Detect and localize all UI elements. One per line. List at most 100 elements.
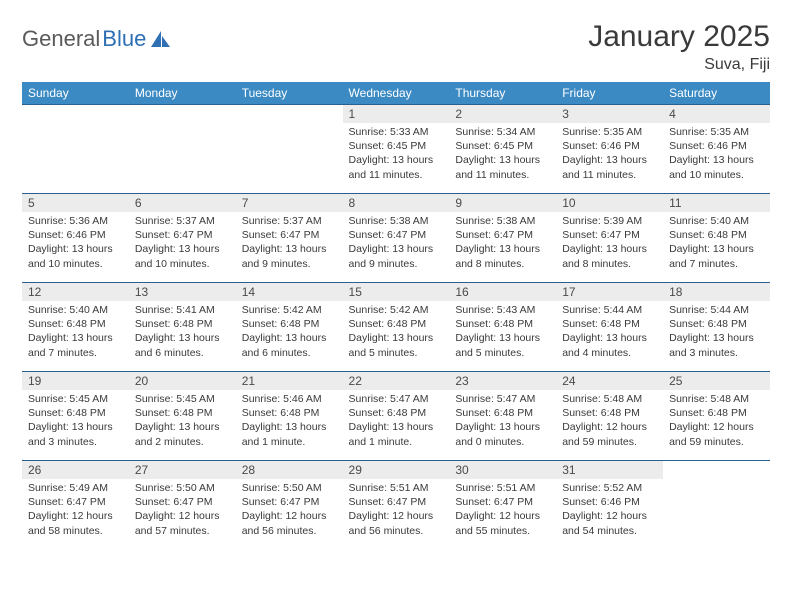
- calendar-day-cell: 13Sunrise: 5:41 AMSunset: 6:48 PMDayligh…: [129, 283, 236, 372]
- day-number: 3: [556, 105, 663, 123]
- calendar-day-cell: 16Sunrise: 5:43 AMSunset: 6:48 PMDayligh…: [449, 283, 556, 372]
- calendar-page: GeneralBlue January 2025 Suva, Fiji Sund…: [0, 0, 792, 569]
- calendar-week-row: 19Sunrise: 5:45 AMSunset: 6:48 PMDayligh…: [22, 372, 770, 461]
- day-number: 17: [556, 283, 663, 301]
- day-number: 14: [236, 283, 343, 301]
- calendar-day-cell: 24Sunrise: 5:48 AMSunset: 6:48 PMDayligh…: [556, 372, 663, 461]
- day-details: Sunrise: 5:50 AMSunset: 6:47 PMDaylight:…: [236, 479, 343, 542]
- day-details: Sunrise: 5:47 AMSunset: 6:48 PMDaylight:…: [449, 390, 556, 453]
- day-number: 20: [129, 372, 236, 390]
- day-number: 9: [449, 194, 556, 212]
- calendar-day-cell: 30Sunrise: 5:51 AMSunset: 6:47 PMDayligh…: [449, 461, 556, 550]
- calendar-day-cell: 27Sunrise: 5:50 AMSunset: 6:47 PMDayligh…: [129, 461, 236, 550]
- day-number: 1: [343, 105, 450, 123]
- page-header: GeneralBlue January 2025 Suva, Fiji: [22, 20, 770, 74]
- day-number: 25: [663, 372, 770, 390]
- calendar-day-cell: 18Sunrise: 5:44 AMSunset: 6:48 PMDayligh…: [663, 283, 770, 372]
- day-number: 18: [663, 283, 770, 301]
- day-details: Sunrise: 5:51 AMSunset: 6:47 PMDaylight:…: [449, 479, 556, 542]
- calendar-day-cell: 31Sunrise: 5:52 AMSunset: 6:46 PMDayligh…: [556, 461, 663, 550]
- day-details: Sunrise: 5:45 AMSunset: 6:48 PMDaylight:…: [129, 390, 236, 453]
- calendar-day-cell: 22Sunrise: 5:47 AMSunset: 6:48 PMDayligh…: [343, 372, 450, 461]
- calendar-week-row: 1Sunrise: 5:33 AMSunset: 6:45 PMDaylight…: [22, 105, 770, 194]
- day-details: Sunrise: 5:43 AMSunset: 6:48 PMDaylight:…: [449, 301, 556, 364]
- calendar-day-cell: 12Sunrise: 5:40 AMSunset: 6:48 PMDayligh…: [22, 283, 129, 372]
- calendar-day-cell: [236, 105, 343, 194]
- calendar-day-cell: 6Sunrise: 5:37 AMSunset: 6:47 PMDaylight…: [129, 194, 236, 283]
- calendar-day-cell: 10Sunrise: 5:39 AMSunset: 6:47 PMDayligh…: [556, 194, 663, 283]
- calendar-day-cell: 29Sunrise: 5:51 AMSunset: 6:47 PMDayligh…: [343, 461, 450, 550]
- day-number: 6: [129, 194, 236, 212]
- location-label: Suva, Fiji: [588, 56, 770, 74]
- day-details: Sunrise: 5:50 AMSunset: 6:47 PMDaylight:…: [129, 479, 236, 542]
- calendar-table: SundayMondayTuesdayWednesdayThursdayFrid…: [22, 82, 770, 549]
- day-number: 21: [236, 372, 343, 390]
- day-details: Sunrise: 5:45 AMSunset: 6:48 PMDaylight:…: [22, 390, 129, 453]
- day-number: 7: [236, 194, 343, 212]
- calendar-day-cell: 21Sunrise: 5:46 AMSunset: 6:48 PMDayligh…: [236, 372, 343, 461]
- day-details: Sunrise: 5:49 AMSunset: 6:47 PMDaylight:…: [22, 479, 129, 542]
- calendar-week-row: 5Sunrise: 5:36 AMSunset: 6:46 PMDaylight…: [22, 194, 770, 283]
- day-number: 12: [22, 283, 129, 301]
- day-number: 15: [343, 283, 450, 301]
- day-details: Sunrise: 5:51 AMSunset: 6:47 PMDaylight:…: [343, 479, 450, 542]
- calendar-day-cell: 17Sunrise: 5:44 AMSunset: 6:48 PMDayligh…: [556, 283, 663, 372]
- day-number: 26: [22, 461, 129, 479]
- day-details: Sunrise: 5:38 AMSunset: 6:47 PMDaylight:…: [449, 212, 556, 275]
- day-number: 5: [22, 194, 129, 212]
- calendar-day-cell: [22, 105, 129, 194]
- calendar-day-cell: 7Sunrise: 5:37 AMSunset: 6:47 PMDaylight…: [236, 194, 343, 283]
- day-number: 28: [236, 461, 343, 479]
- day-details: Sunrise: 5:46 AMSunset: 6:48 PMDaylight:…: [236, 390, 343, 453]
- day-details: Sunrise: 5:35 AMSunset: 6:46 PMDaylight:…: [556, 123, 663, 186]
- day-details: Sunrise: 5:36 AMSunset: 6:46 PMDaylight:…: [22, 212, 129, 275]
- calendar-day-cell: 15Sunrise: 5:42 AMSunset: 6:48 PMDayligh…: [343, 283, 450, 372]
- brand-part1: General: [22, 26, 100, 52]
- calendar-day-cell: [129, 105, 236, 194]
- sail-icon: [150, 30, 172, 48]
- calendar-day-cell: 1Sunrise: 5:33 AMSunset: 6:45 PMDaylight…: [343, 105, 450, 194]
- day-details: Sunrise: 5:35 AMSunset: 6:46 PMDaylight:…: [663, 123, 770, 186]
- calendar-day-cell: 23Sunrise: 5:47 AMSunset: 6:48 PMDayligh…: [449, 372, 556, 461]
- title-block: January 2025 Suva, Fiji: [588, 20, 770, 74]
- day-details: Sunrise: 5:47 AMSunset: 6:48 PMDaylight:…: [343, 390, 450, 453]
- calendar-week-row: 26Sunrise: 5:49 AMSunset: 6:47 PMDayligh…: [22, 461, 770, 550]
- calendar-day-cell: 28Sunrise: 5:50 AMSunset: 6:47 PMDayligh…: [236, 461, 343, 550]
- calendar-day-cell: 2Sunrise: 5:34 AMSunset: 6:45 PMDaylight…: [449, 105, 556, 194]
- weekday-header: Tuesday: [236, 82, 343, 105]
- calendar-day-cell: 4Sunrise: 5:35 AMSunset: 6:46 PMDaylight…: [663, 105, 770, 194]
- day-number: 29: [343, 461, 450, 479]
- day-details: Sunrise: 5:33 AMSunset: 6:45 PMDaylight:…: [343, 123, 450, 186]
- day-details: Sunrise: 5:44 AMSunset: 6:48 PMDaylight:…: [556, 301, 663, 364]
- day-number: 30: [449, 461, 556, 479]
- calendar-body: 1Sunrise: 5:33 AMSunset: 6:45 PMDaylight…: [22, 105, 770, 550]
- day-details: Sunrise: 5:38 AMSunset: 6:47 PMDaylight:…: [343, 212, 450, 275]
- day-number: 23: [449, 372, 556, 390]
- weekday-header: Saturday: [663, 82, 770, 105]
- day-details: Sunrise: 5:44 AMSunset: 6:48 PMDaylight:…: [663, 301, 770, 364]
- day-number: 11: [663, 194, 770, 212]
- weekday-header: Friday: [556, 82, 663, 105]
- day-number: 13: [129, 283, 236, 301]
- calendar-day-cell: 5Sunrise: 5:36 AMSunset: 6:46 PMDaylight…: [22, 194, 129, 283]
- day-details: Sunrise: 5:48 AMSunset: 6:48 PMDaylight:…: [556, 390, 663, 453]
- day-number: 31: [556, 461, 663, 479]
- calendar-day-cell: 9Sunrise: 5:38 AMSunset: 6:47 PMDaylight…: [449, 194, 556, 283]
- calendar-day-cell: 3Sunrise: 5:35 AMSunset: 6:46 PMDaylight…: [556, 105, 663, 194]
- day-details: Sunrise: 5:39 AMSunset: 6:47 PMDaylight:…: [556, 212, 663, 275]
- calendar-day-cell: 20Sunrise: 5:45 AMSunset: 6:48 PMDayligh…: [129, 372, 236, 461]
- day-number: 10: [556, 194, 663, 212]
- day-number: 8: [343, 194, 450, 212]
- weekday-header-row: SundayMondayTuesdayWednesdayThursdayFrid…: [22, 82, 770, 105]
- day-details: Sunrise: 5:40 AMSunset: 6:48 PMDaylight:…: [22, 301, 129, 364]
- brand-logo: GeneralBlue: [22, 20, 172, 52]
- day-details: Sunrise: 5:42 AMSunset: 6:48 PMDaylight:…: [343, 301, 450, 364]
- brand-part2: Blue: [102, 26, 146, 52]
- day-number: 4: [663, 105, 770, 123]
- day-details: Sunrise: 5:37 AMSunset: 6:47 PMDaylight:…: [129, 212, 236, 275]
- day-number: 2: [449, 105, 556, 123]
- day-details: Sunrise: 5:34 AMSunset: 6:45 PMDaylight:…: [449, 123, 556, 186]
- day-number: 16: [449, 283, 556, 301]
- day-details: Sunrise: 5:41 AMSunset: 6:48 PMDaylight:…: [129, 301, 236, 364]
- day-number: 27: [129, 461, 236, 479]
